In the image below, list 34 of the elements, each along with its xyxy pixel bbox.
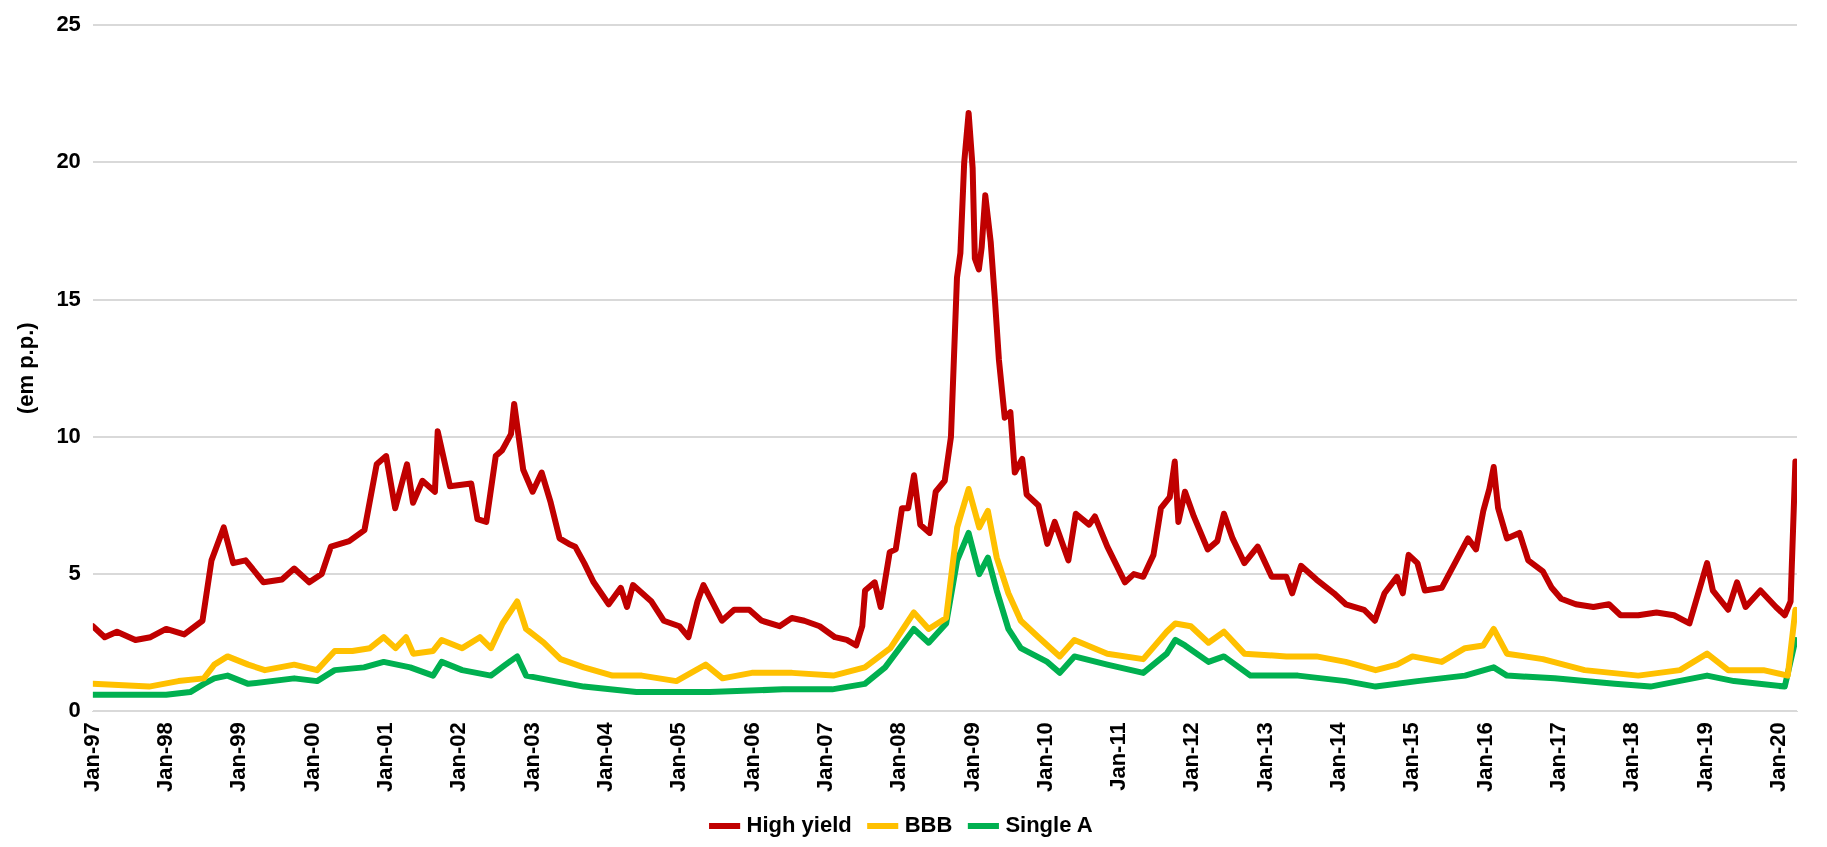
x-tick-label: Jan-18 [1618,722,1644,793]
x-tick-label: Jan-05 [665,722,691,793]
y-tick-label: 0 [68,697,81,723]
y-tick-label: 25 [56,11,81,37]
x-tick-label: Jan-09 [958,722,984,793]
x-tick-label: Jan-03 [518,722,544,793]
x-tick-label: Jan-15 [1398,722,1424,793]
x-tick-label: Jan-12 [1178,722,1204,793]
x-tick-label: Jan-04 [591,721,617,793]
x-tick-label: Jan-10 [1031,722,1057,793]
x-tick-label: Jan-01 [372,722,398,793]
x-tick-label: Jan-06 [738,722,764,793]
x-tick-label: Jan-19 [1691,722,1717,793]
x-tick-label: Jan-97 [78,722,104,793]
x-tick-label: Jan-11 [1105,722,1131,791]
legend-label: High yield [746,812,852,838]
x-tick-label: Jan-13 [1251,722,1277,793]
y-tick-label: 15 [56,285,81,311]
x-tick-label: Jan-08 [885,722,911,793]
y-axis-title: (em p.p.) [13,322,39,415]
x-tick-label: Jan-07 [811,722,837,793]
x-tick-label: Jan-20 [1765,722,1790,793]
x-tick-label: Jan-17 [1545,722,1571,793]
legend-label: BBB [904,812,953,838]
y-tick-label: 10 [56,422,81,448]
x-tick-label: Jan-14 [1325,721,1351,793]
x-tick-label: Jan-98 [152,722,178,793]
legend-label: Single A [1005,812,1093,838]
x-tick-label: Jan-16 [1471,722,1497,793]
y-tick-label: 5 [68,560,81,586]
x-tick-label: Jan-02 [445,722,471,793]
x-tick-label: Jan-99 [225,722,251,793]
y-tick-label: 20 [56,148,81,174]
x-tick-label: Jan-00 [298,722,324,793]
